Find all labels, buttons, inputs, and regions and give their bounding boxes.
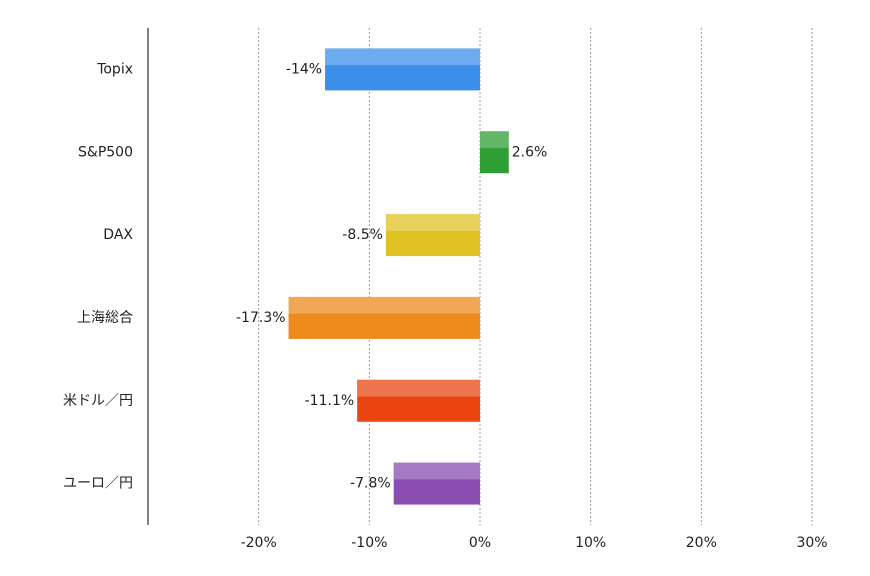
x-tick-label: -10% <box>351 535 387 551</box>
value-label: 2.6% <box>512 144 548 160</box>
bar <box>325 48 480 91</box>
x-tick-label: 20% <box>686 535 717 551</box>
x-tick-label: -20% <box>241 535 277 551</box>
x-tick-label: 30% <box>796 535 827 551</box>
bar <box>393 462 480 505</box>
x-tick-label: 0% <box>469 535 491 551</box>
value-label: -17.3% <box>236 310 286 326</box>
y-tick-label: S&P500 <box>78 144 133 160</box>
bar <box>288 296 480 339</box>
value-label: -14% <box>286 61 322 77</box>
bar <box>480 131 509 174</box>
value-label: -11.1% <box>305 393 355 409</box>
y-tick-label: DAX <box>103 227 133 243</box>
value-label: -7.8% <box>350 476 391 492</box>
value-label: -8.5% <box>342 227 383 243</box>
y-tick-label: ユーロ／円 <box>63 476 133 492</box>
y-tick-label: 上海総合 <box>77 310 133 326</box>
y-tick-label: 米ドル／円 <box>63 393 133 409</box>
bar <box>385 214 480 257</box>
y-tick-label: Topix <box>96 61 133 77</box>
bar <box>357 379 480 422</box>
x-tick-label: 10% <box>575 535 606 551</box>
